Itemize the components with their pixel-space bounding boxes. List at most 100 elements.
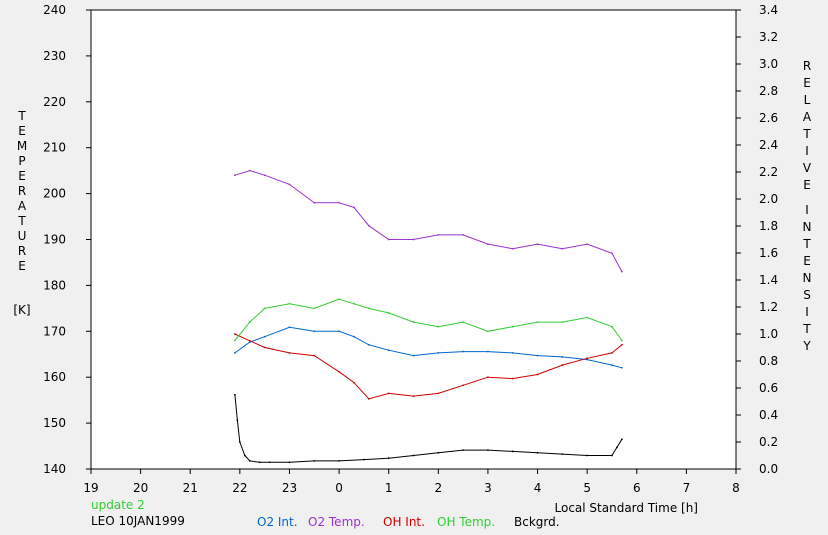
series-point bbox=[353, 381, 355, 384]
series-point bbox=[437, 325, 440, 328]
y-left-label-letter: R bbox=[18, 244, 26, 258]
series-point bbox=[412, 354, 415, 357]
series-point bbox=[536, 373, 539, 376]
y-left-label-letter: T bbox=[17, 214, 26, 228]
y-left-tick-label: 200 bbox=[43, 187, 66, 201]
y-right-label-letter: T bbox=[802, 322, 811, 336]
series-point bbox=[248, 321, 251, 324]
y-left-label-letter: A bbox=[18, 199, 27, 213]
y-right-tick-label: 1.8 bbox=[759, 219, 778, 233]
x-tick-label: 1 bbox=[385, 481, 393, 495]
legend-entry: O2 Temp. bbox=[308, 515, 365, 529]
y-right-label-letter: E bbox=[803, 76, 811, 90]
series-point bbox=[561, 453, 564, 456]
series-point bbox=[487, 376, 489, 379]
series-point bbox=[353, 335, 355, 338]
series-point bbox=[313, 201, 316, 204]
series-point bbox=[238, 441, 241, 443]
y-right-tick-label: 0.2 bbox=[759, 435, 778, 449]
series-point bbox=[620, 438, 623, 441]
y-right-label-letter: E bbox=[803, 254, 811, 268]
series-point bbox=[338, 201, 340, 204]
series-point bbox=[263, 174, 266, 177]
x-tick-label: 0 bbox=[335, 481, 343, 495]
series-point bbox=[268, 461, 271, 464]
series-point bbox=[536, 451, 539, 454]
series-point bbox=[338, 460, 340, 462]
y-right-label-letter: V bbox=[803, 161, 812, 175]
x-tick-label: 3 bbox=[484, 481, 492, 495]
series-point bbox=[511, 325, 514, 328]
series-point bbox=[288, 302, 291, 305]
series-point bbox=[462, 384, 465, 387]
series-point bbox=[288, 461, 291, 464]
series-point bbox=[288, 326, 291, 329]
y-right-label-letter: R bbox=[803, 59, 811, 73]
series-point bbox=[313, 307, 316, 310]
y-left-tick-label: 170 bbox=[43, 324, 66, 338]
y-right-label-letter: N bbox=[803, 220, 812, 234]
x-axis-label: Local Standard Time [h] bbox=[555, 501, 698, 515]
series-point bbox=[387, 349, 390, 352]
y-right-tick-label: 0.6 bbox=[759, 381, 778, 395]
y-right-label-letter: A bbox=[803, 110, 812, 124]
y-left-label-letter: U bbox=[18, 229, 27, 243]
series-point bbox=[511, 450, 514, 453]
y-left-unit: [K] bbox=[13, 303, 30, 317]
y-right-tick-label: 3.4 bbox=[759, 3, 778, 17]
y-right-tick-label: 3.0 bbox=[759, 57, 778, 71]
y-right-label-letter: S bbox=[803, 288, 811, 302]
x-tick-label: 20 bbox=[133, 481, 148, 495]
series-point bbox=[611, 325, 613, 328]
series-point bbox=[353, 302, 355, 305]
series-point bbox=[620, 366, 623, 369]
series-point bbox=[288, 183, 291, 186]
y-right-tick-label: 2.8 bbox=[759, 84, 778, 98]
series-point bbox=[387, 238, 390, 241]
series-point bbox=[387, 312, 390, 314]
y-left-label-letter: R bbox=[18, 184, 26, 198]
y-right-tick-label: 2.0 bbox=[759, 192, 778, 206]
series-point bbox=[511, 352, 514, 354]
y-right-tick-label: 2.6 bbox=[759, 111, 778, 125]
series-point bbox=[536, 243, 539, 245]
y-right-tick-label: 0.0 bbox=[759, 462, 778, 476]
series-point bbox=[412, 454, 415, 457]
series-point bbox=[437, 392, 440, 395]
legend-entry: O2 Int. bbox=[257, 515, 298, 529]
x-tick-label: 22 bbox=[232, 481, 247, 495]
series-point bbox=[233, 174, 236, 177]
series-point bbox=[367, 307, 370, 310]
y-left-label-letter: T bbox=[17, 109, 26, 123]
series-point bbox=[611, 352, 613, 354]
x-tick-label: 5 bbox=[583, 481, 591, 495]
series-point bbox=[412, 321, 415, 324]
series-point bbox=[536, 321, 539, 324]
series-point bbox=[561, 247, 564, 250]
series-point bbox=[367, 397, 370, 400]
series-point bbox=[620, 270, 623, 273]
x-tick-label: 8 bbox=[732, 481, 740, 495]
series-point bbox=[437, 234, 440, 236]
y-right-label-letter: I bbox=[805, 305, 809, 319]
series-point bbox=[586, 357, 589, 360]
series-point bbox=[586, 243, 589, 245]
y-left-tick-label: 230 bbox=[43, 49, 66, 63]
y-left-label-letter: E bbox=[18, 169, 26, 183]
y-left-tick-label: 190 bbox=[43, 233, 66, 247]
y-left-tick-label: 220 bbox=[43, 95, 66, 109]
y-left-tick-label: 140 bbox=[43, 462, 66, 476]
series-point bbox=[586, 454, 589, 457]
x-tick-label: 23 bbox=[282, 481, 297, 495]
legend-entry: OH Int. bbox=[383, 515, 425, 529]
series-point bbox=[616, 446, 618, 449]
y-right-tick-label: 0.4 bbox=[759, 408, 778, 422]
y-right-tick-label: 1.6 bbox=[759, 246, 778, 260]
series-point bbox=[462, 321, 465, 324]
series-point bbox=[412, 395, 415, 397]
series-point bbox=[233, 339, 236, 342]
series-point bbox=[511, 247, 514, 250]
x-tick-label: 4 bbox=[534, 481, 542, 495]
series-point bbox=[387, 392, 390, 395]
